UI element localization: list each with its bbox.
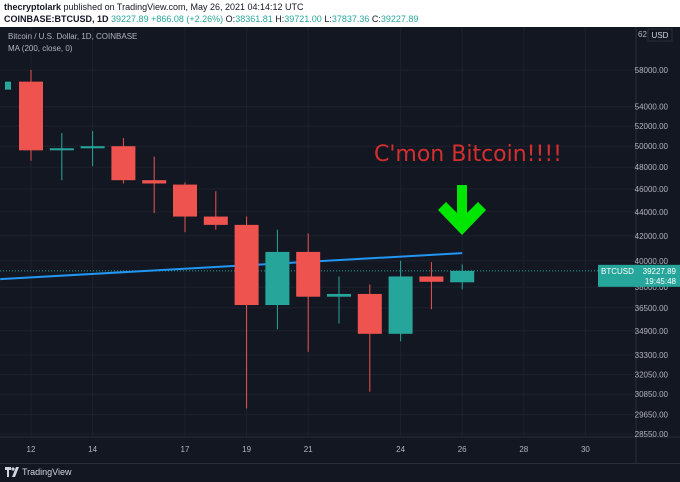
ohlc-line: COINBASE:BTCUSD, 1D 39227.89 +866.08 (+2… (4, 14, 418, 24)
author-name[interactable]: thecryptolark (4, 2, 62, 12)
candlestick-chart[interactable]: 58000.00 54000.00 52000.00 50000.00 48000.00… (0, 27, 680, 463)
y-tick-label: 50000.00 (635, 142, 669, 151)
published-text: published on TradingView.com, May 26, 20… (63, 2, 304, 12)
y-tick-label: 38000.00 (635, 283, 669, 292)
y-tick-label: 30850.00 (635, 390, 669, 399)
open-label: O: (225, 14, 236, 24)
price-tag-value: 39227.89 (643, 267, 677, 276)
publish-line: thecryptolark published on TradingView.c… (4, 2, 304, 12)
candle-body[interactable] (142, 180, 167, 184)
y-tick-label: 33300.00 (635, 351, 669, 360)
y-tick-label: 44000.00 (635, 208, 669, 217)
x-tick-label: 26 (458, 445, 467, 454)
y-tick-label: 58000.00 (635, 66, 669, 75)
y-tick-label: 32050.00 (635, 371, 669, 380)
x-tick-label: 24 (396, 445, 405, 454)
x-tick-label: 30 (581, 445, 590, 454)
candle-body[interactable] (203, 216, 228, 225)
candle-body[interactable] (419, 276, 444, 282)
annotation-text[interactable]: C'mon Bitcoin!!!! (374, 142, 562, 167)
candle-body[interactable] (234, 224, 259, 306)
candle-body[interactable] (327, 293, 351, 297)
x-tick-label: 12 (27, 445, 36, 454)
down-arrow-icon[interactable] (438, 185, 486, 235)
y-tick-label: 42000.00 (635, 232, 669, 241)
close-label: C: (371, 14, 381, 24)
candle-body[interactable] (388, 276, 413, 334)
candle-body[interactable] (80, 146, 105, 149)
axis-top-label: 62 (638, 30, 647, 39)
y-tick-label: 34900.00 (635, 327, 669, 336)
open-value: 38361.81 (235, 14, 273, 24)
x-tick-label: 28 (519, 445, 528, 454)
last-price: 39227.89 (111, 14, 149, 24)
chart-background (0, 27, 680, 463)
price-tag (598, 264, 680, 287)
indicator-legend[interactable]: MA (200, close, 0) (8, 44, 73, 53)
low-value: 37837.36 (331, 14, 370, 24)
high-label: H: (275, 14, 285, 24)
symbol-label: COINBASE:BTCUSD, 1D (4, 14, 109, 24)
ma-200-line[interactable] (0, 252, 463, 281)
candle-body[interactable] (265, 251, 290, 306)
low-label: L: (324, 14, 332, 24)
footer-bar: TradingView (0, 463, 680, 482)
x-tick-label: 17 (181, 445, 190, 454)
y-tick-label: 54000.00 (635, 103, 669, 112)
y-tick-label: 52000.00 (635, 122, 669, 131)
candle-body[interactable] (296, 251, 321, 297)
candle-body[interactable] (19, 81, 43, 151)
y-tick-label: 36500.00 (635, 304, 669, 313)
y-tick-label: 40000.00 (635, 257, 669, 266)
chart-title: Bitcoin / U.S. Dollar, 1D, COINBASE (8, 32, 138, 41)
candle-body[interactable] (450, 270, 475, 283)
currency-box (647, 28, 673, 42)
footer-brand[interactable]: TradingView (22, 467, 72, 477)
candle-body[interactable] (357, 293, 382, 334)
x-tick-label: 21 (304, 445, 313, 454)
price-tag-timer: 19:45:48 (645, 277, 677, 286)
change-value: +866.08 (+2.26%) (151, 14, 224, 24)
tradingview-logo-icon[interactable] (5, 467, 19, 477)
currency-label[interactable]: USD (652, 31, 669, 40)
close-value: 39227.89 (380, 14, 419, 24)
candle-body[interactable] (173, 184, 197, 217)
candle-body[interactable] (49, 148, 74, 151)
y-tick-label: 46000.00 (635, 185, 669, 194)
high-value: 39721.00 (284, 14, 322, 24)
publish-header: thecryptolark published on TradingView.c… (0, 0, 680, 27)
price-tag-symbol: BTCUSD (601, 267, 634, 276)
y-tick-label: 28550.00 (635, 430, 669, 439)
x-tick-label: 14 (88, 445, 97, 454)
previous-candle-edge (5, 81, 11, 90)
y-tick-label: 48000.00 (635, 163, 669, 172)
y-tick-label: 29650.00 (635, 411, 669, 420)
candle-body[interactable] (111, 146, 136, 181)
x-tick-label: 19 (242, 445, 251, 454)
